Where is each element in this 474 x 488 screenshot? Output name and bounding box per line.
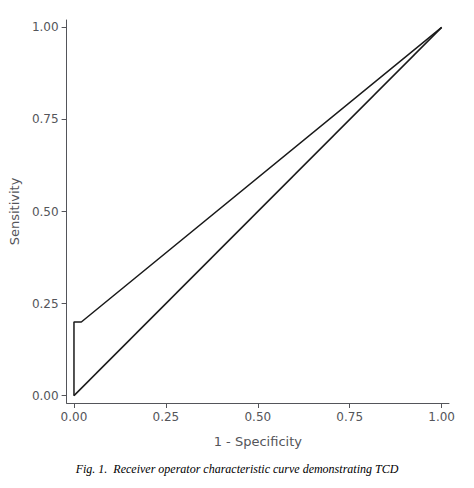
- svg-text:0.50: 0.50: [32, 205, 59, 219]
- svg-text:0.00: 0.00: [61, 410, 88, 424]
- svg-text:0.25: 0.25: [153, 410, 180, 424]
- svg-text:0.50: 0.50: [244, 410, 271, 424]
- svg-text:Fig. 1. Receiver operator cha: Fig. 1. Receiver operator characteristic…: [75, 462, 399, 476]
- svg-text:1.00: 1.00: [428, 410, 455, 424]
- svg-text:0.00: 0.00: [32, 389, 59, 403]
- svg-text:0.75: 0.75: [32, 112, 59, 126]
- svg-text:1 - Specificity: 1 - Specificity: [214, 434, 303, 449]
- svg-text:Sensitivity: Sensitivity: [7, 177, 22, 245]
- svg-text:0.25: 0.25: [32, 297, 59, 311]
- svg-text:1.00: 1.00: [32, 20, 59, 34]
- svg-text:0.75: 0.75: [336, 410, 363, 424]
